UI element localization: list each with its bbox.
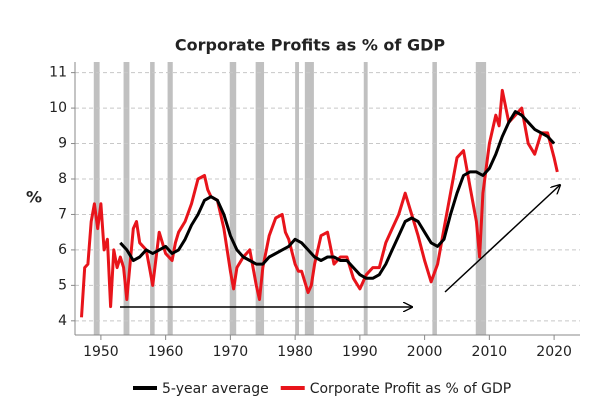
x-tick-label: 1990 bbox=[342, 344, 378, 360]
y-tick-label: 9 bbox=[58, 136, 67, 152]
recession-band bbox=[295, 62, 300, 335]
y-tick-label: 4 bbox=[58, 313, 67, 329]
x-tick-label: 1980 bbox=[277, 344, 313, 360]
series-line bbox=[80, 88, 559, 318]
y-tick-label: 11 bbox=[49, 65, 67, 81]
recession-band bbox=[304, 62, 314, 335]
y-tick-label: 6 bbox=[58, 242, 67, 258]
y-axis-label: % bbox=[26, 188, 42, 207]
arrow bbox=[444, 185, 560, 293]
plot-area: 4 5 6 7 8 9 10 11 1950 1960 1970 1980 1990 2000 2010 20… bbox=[49, 62, 580, 360]
y-tick-label: 10 bbox=[49, 100, 67, 116]
x-tick-label: 1970 bbox=[213, 344, 249, 360]
y-tick-label: 5 bbox=[58, 277, 67, 293]
legend-label: 5-year average bbox=[162, 381, 269, 397]
legend-label: Corporate Profit as % of GDP bbox=[310, 381, 512, 397]
recession-band bbox=[167, 62, 173, 335]
legend: 5-year average Corporate Profit as % of G… bbox=[133, 381, 511, 397]
recession-band bbox=[255, 62, 265, 335]
y-tick-label: 7 bbox=[58, 206, 67, 222]
recession-band bbox=[150, 62, 155, 335]
x-tick-label: 2000 bbox=[407, 344, 443, 360]
recession-band bbox=[363, 62, 368, 335]
recession-band bbox=[475, 62, 487, 335]
recession-band bbox=[229, 62, 237, 335]
recession-band bbox=[123, 62, 130, 335]
x-tick-label: 1960 bbox=[148, 344, 184, 360]
y-tick-label: 8 bbox=[58, 171, 67, 187]
x-tick-label: 1950 bbox=[83, 344, 119, 360]
x-tick-label: 2010 bbox=[472, 344, 508, 360]
series-line bbox=[119, 110, 556, 280]
x-tick-label: 2020 bbox=[536, 344, 572, 360]
recession-band bbox=[432, 62, 437, 335]
recession-band bbox=[93, 62, 100, 335]
chart-title: Corporate Profits as % of GDP bbox=[175, 36, 445, 55]
